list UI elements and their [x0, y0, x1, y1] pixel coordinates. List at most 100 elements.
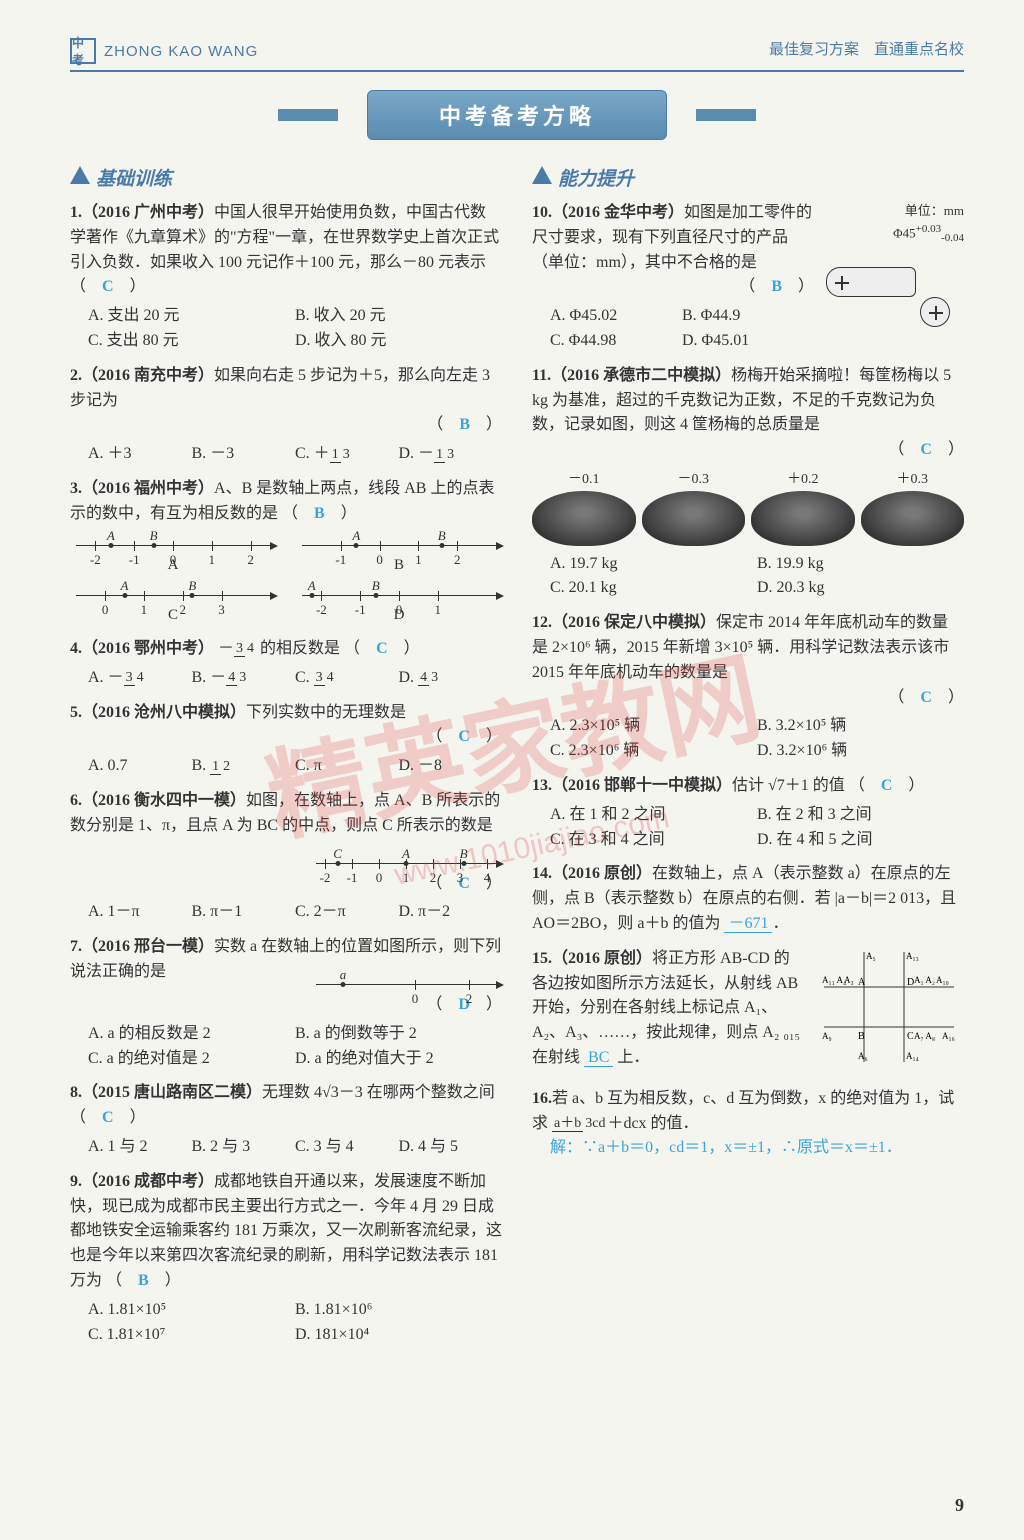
- q15: 15.（2016 原创）将正方形 AB-CD 的各边按如图所示方法延长，从射线 …: [532, 947, 964, 1077]
- q8-num: 8.: [70, 1084, 82, 1101]
- q7-optD: D. a 的绝对值大于 2: [295, 1047, 502, 1072]
- q8-optC: C. 3 与 4: [295, 1135, 399, 1160]
- q7-numberline: 0 2 a: [316, 984, 496, 985]
- page-number: 9: [955, 1495, 964, 1516]
- q3-src: （2016 福州中考）: [82, 480, 214, 497]
- logo-icon: 中考: [70, 38, 96, 64]
- q12: 12.（2016 保定八中模拟）保定市 2014 年年底机动车的数量是 2×10…: [532, 611, 964, 764]
- q14: 14.（2016 原创）在数轴上，点 A（表示整数 a）在原点的左侧，点 B（表…: [532, 862, 964, 936]
- q2-num: 2.: [70, 367, 82, 384]
- svg-text:A₅: A₅: [866, 951, 876, 961]
- svg-text:A₁₃: A₁₃: [906, 951, 919, 961]
- section-ability: 能力提升: [532, 164, 964, 191]
- q16: 16.若 a、b 互为相反数，c、d 互为倒数，x 的绝对值为 1，试求 a＋b…: [532, 1087, 964, 1161]
- q11-num: 11.: [532, 367, 551, 384]
- q11-optA: A. 19.7 kg: [550, 552, 757, 577]
- q12-ans: C: [920, 689, 932, 706]
- q10-src: （2016 金华中考）: [552, 204, 684, 221]
- q5: 5.（2016 沧州八中模拟）下列实数中的无理数是 （ C ） A. 0.7 B…: [70, 701, 502, 779]
- q9-src: （2016 成都中考）: [82, 1173, 214, 1190]
- q8-src: （2015 唐山路南区二模）: [82, 1084, 262, 1101]
- q4-optC: C. 34: [295, 666, 399, 691]
- q8-text: 无理数 4√3－3 在哪两个整数之间: [262, 1084, 495, 1101]
- q13: 13.（2016 邯郸十一中模拟）估计 √7＋1 的值 （ C ） A. 在 1…: [532, 774, 964, 852]
- q2-optC: C. ＋13: [295, 442, 399, 467]
- q1-optD: D. 收入 80 元: [295, 329, 502, 354]
- svg-text:A₃: A₃: [844, 975, 854, 985]
- q10-optD: D. Φ45.01: [682, 329, 814, 354]
- svg-text:C: C: [907, 1031, 914, 1042]
- q6-num: 6.: [70, 792, 82, 809]
- q4-optD: D. 43: [399, 666, 503, 691]
- q10-optA: A. Φ45.02: [550, 304, 682, 329]
- q14-num: 14.: [532, 865, 552, 882]
- q6-optD: D. π－2: [399, 900, 503, 925]
- q9-optA: A. 1.81×10⁵: [88, 1298, 295, 1323]
- svg-text:A₁ A₂: A₁ A₂: [914, 975, 935, 985]
- q2-optB: B. －3: [192, 442, 296, 467]
- q13-num: 13.: [532, 777, 552, 794]
- q10-num: 10.: [532, 204, 552, 221]
- q10-diagram: 单位：mm Φ45+0.03-0.04: [824, 201, 964, 261]
- q14-src: （2016 原创）: [552, 865, 652, 882]
- q4: 4.（2016 鄂州中考） －34 的相反数是 （ C ） A. －34 B. …: [70, 637, 502, 691]
- q9: 9.（2016 成都中考）成都地铁自开通以来，发展速度不断加快，现已成为成都市民…: [70, 1170, 502, 1348]
- q5-optA: A. 0.7: [88, 754, 192, 779]
- q12-optD: D. 3.2×10⁶ 辆: [757, 739, 964, 764]
- q13-ans: C: [881, 777, 893, 794]
- q7-src: （2016 邢台一模）: [82, 938, 214, 955]
- q3-numberlines2: 0 1 2 3 A B C -2 -1 0 1 A: [70, 577, 502, 627]
- main-title: 中考备考方略: [367, 90, 667, 140]
- q11-optD: D. 20.3 kg: [757, 576, 964, 601]
- q10-unit: 单位：mm: [824, 201, 964, 221]
- q6-src: （2016 衡水四中一模）: [82, 792, 246, 809]
- q12-optB: B. 3.2×10⁵ 辆: [757, 714, 964, 739]
- q8-ans: C: [102, 1109, 114, 1126]
- q2-optD: D. －13: [399, 442, 503, 467]
- q7-optB: B. a 的倒数等于 2: [295, 1022, 502, 1047]
- q10-optC: C. Φ44.98: [550, 329, 682, 354]
- q1-ans: C: [102, 278, 114, 295]
- q3-labB: B: [296, 554, 502, 577]
- q2: 2.（2016 南充中考）如果向右走 5 步记为＋5，那么向左走 3 步记为 （…: [70, 364, 502, 467]
- q10: 10.（2016 金华中考）如图是加工零件的尺寸要求，现有下列直径尺寸的产品（单…: [532, 201, 964, 354]
- q2-src: （2016 南充中考）: [82, 367, 214, 384]
- q4-post: 的相反数是: [256, 640, 340, 657]
- q11-src: （2016 承德市二中模拟）: [551, 367, 731, 384]
- q8: 8.（2015 唐山路南区二模）无理数 4√3－3 在哪两个整数之间 （ C ）…: [70, 1081, 502, 1159]
- svg-text:A: A: [858, 977, 866, 988]
- q15-diagram: AD BC A₅A₁₃ A₁ A₂A₁₀ A₁₁ A₄A₃ A₇ A₈A₁₆ A…: [814, 947, 964, 1067]
- q4-num: 4.: [70, 640, 82, 657]
- q16-num: 16.: [532, 1090, 552, 1107]
- q13-optC: C. 在 3 和 4 之间: [550, 828, 757, 853]
- svg-text:A₉: A₉: [822, 1031, 832, 1041]
- q13-src: （2016 邯郸十一中模拟）: [552, 777, 732, 794]
- q4-optA: A. －34: [88, 666, 192, 691]
- q1-num: 1.: [70, 204, 82, 221]
- q15-num: 15.: [532, 950, 552, 967]
- q1-optB: B. 收入 20 元: [295, 304, 502, 329]
- svg-text:A₆: A₆: [858, 1051, 868, 1061]
- q12-src: （2016 保定八中模拟）: [552, 614, 716, 631]
- q13-optD: D. 在 4 和 5 之间: [757, 828, 964, 853]
- q15-text: 将正方形 AB-CD 的各边按如图所示方法延长，从射线 AB 开始，分别在各射线…: [532, 950, 800, 1066]
- q11: 11.（2016 承德市二中模拟）杨梅开始采摘啦！每筐杨梅以 5 kg 为基准，…: [532, 364, 964, 601]
- header-pinyin: ZHONG KAO WANG: [104, 43, 258, 60]
- q5-ans: C: [458, 728, 470, 745]
- svg-text:B: B: [858, 1031, 865, 1042]
- q2-optA: A. ＋3: [88, 442, 192, 467]
- q11-optC: C. 20.1 kg: [550, 576, 757, 601]
- q9-optB: B. 1.81×10⁶: [295, 1298, 502, 1323]
- q8-optB: B. 2 与 3: [192, 1135, 296, 1160]
- q1: 1.（2016 广州中考）中国人很早开始使用负数，中国古代数学著作《九章算术》的…: [70, 201, 502, 354]
- q9-optC: C. 1.81×10⁷: [88, 1323, 295, 1348]
- q6-optB: B. π－1: [192, 900, 296, 925]
- q5-optC: C. π: [295, 754, 399, 779]
- q13-optB: B. 在 2 和 3 之间: [757, 803, 964, 828]
- q3-num: 3.: [70, 480, 82, 497]
- q15-ans: BC: [584, 1049, 613, 1067]
- q4-optB: B. －43: [192, 666, 296, 691]
- svg-text:A₁₆: A₁₆: [942, 1031, 955, 1041]
- svg-text:A₁₄: A₁₄: [906, 1051, 919, 1061]
- q8-optD: D. 4 与 5: [399, 1135, 503, 1160]
